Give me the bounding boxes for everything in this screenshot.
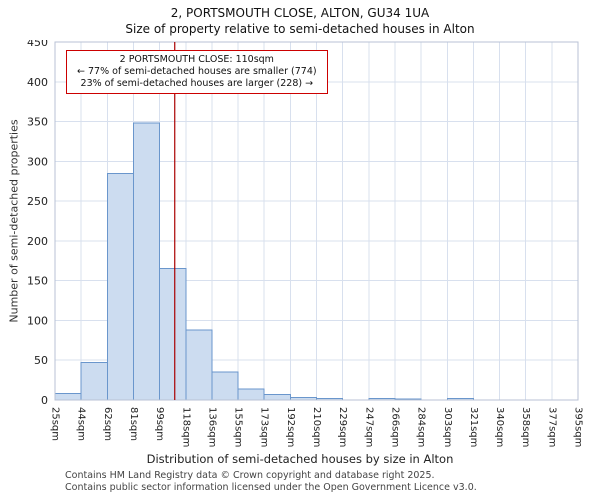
property-annotation-box: 2 PORTSMOUTH CLOSE: 110sqm ← 77% of semi… <box>66 50 328 94</box>
y-tick-label: 50 <box>34 354 48 367</box>
y-axis-title: Number of semi-detached properties <box>7 119 21 323</box>
histogram-bar <box>263 393 291 401</box>
y-tick-label: 250 <box>27 195 48 208</box>
x-tick-label: 99sqm <box>154 407 165 441</box>
histogram-bar <box>106 172 134 401</box>
footer-line-1: Contains HM Land Registry data © Crown c… <box>65 470 435 481</box>
chart-svg: 0 50 100 150 200 250 300 350 400 450 25sqm 44sqm 62s… <box>27 40 584 447</box>
annotation-property-size: 2 PORTSMOUTH CLOSE: 110sqm <box>119 54 274 65</box>
x-tick-label: 192sqm <box>285 407 296 447</box>
x-tick-label: 173sqm <box>259 407 270 447</box>
x-tick-label: 155sqm <box>233 407 244 447</box>
y-tick-label: 100 <box>27 314 48 327</box>
x-tick-label: 247sqm <box>363 407 374 447</box>
chart-area: 0 50 100 150 200 250 300 350 400 450 25sqm 44sqm 62s… <box>0 40 600 472</box>
page-title: 2, PORTSMOUTH CLOSE, ALTON, GU34 1UA <box>170 6 430 20</box>
footer-line-2: Contains public sector information licen… <box>65 481 477 493</box>
histogram-bar <box>211 371 239 401</box>
histogram-bar <box>54 393 82 401</box>
x-tick-label: 81sqm <box>128 407 139 441</box>
y-tick-label: 400 <box>27 76 48 89</box>
y-tick-label: 150 <box>27 275 48 288</box>
x-tick-label: 266sqm <box>389 407 400 447</box>
annotation-larger-stat: 23% of semi-detached houses are larger (… <box>80 77 314 89</box>
x-tick-label: 340sqm <box>494 407 505 447</box>
plot-border <box>54 41 579 401</box>
x-axis-title: Distribution of semi-detached houses by … <box>146 452 454 466</box>
histogram-bar <box>159 268 187 401</box>
x-tick-label: 44sqm <box>76 407 87 441</box>
x-tick-label: 377sqm <box>546 407 557 447</box>
histogram-bar <box>237 388 265 401</box>
x-tick-label: 25sqm <box>50 407 61 441</box>
annotation-smaller-stat: ← 77% of semi-detached houses are smalle… <box>77 65 317 77</box>
page-subtitle: Size of property relative to semi-detach… <box>125 22 475 36</box>
histogram-bar <box>185 329 213 401</box>
y-tick-label: 350 <box>27 116 48 129</box>
y-tick-label: 200 <box>27 235 48 248</box>
y-tick-label: 450 <box>27 40 48 49</box>
x-tick-label: 303sqm <box>442 407 453 447</box>
y-tick-label: 0 <box>41 394 48 407</box>
histogram-bar <box>132 122 161 401</box>
attribution-footer: Contains HM Land Registry data © Crown c… <box>65 470 600 493</box>
x-tick-label: 136sqm <box>206 407 217 447</box>
histogram-bar <box>80 362 108 401</box>
x-tick-label: 210sqm <box>311 407 322 447</box>
y-tick-label: 300 <box>27 155 48 168</box>
x-tick-label: 118sqm <box>180 407 191 447</box>
x-tick-label: 62sqm <box>102 407 113 441</box>
x-tick-label: 395sqm <box>573 407 584 447</box>
x-tick-label: 321sqm <box>468 407 479 447</box>
x-tick-label: 284sqm <box>416 407 427 447</box>
x-tick-label: 358sqm <box>520 407 531 447</box>
x-tick-label: 229sqm <box>337 407 348 447</box>
